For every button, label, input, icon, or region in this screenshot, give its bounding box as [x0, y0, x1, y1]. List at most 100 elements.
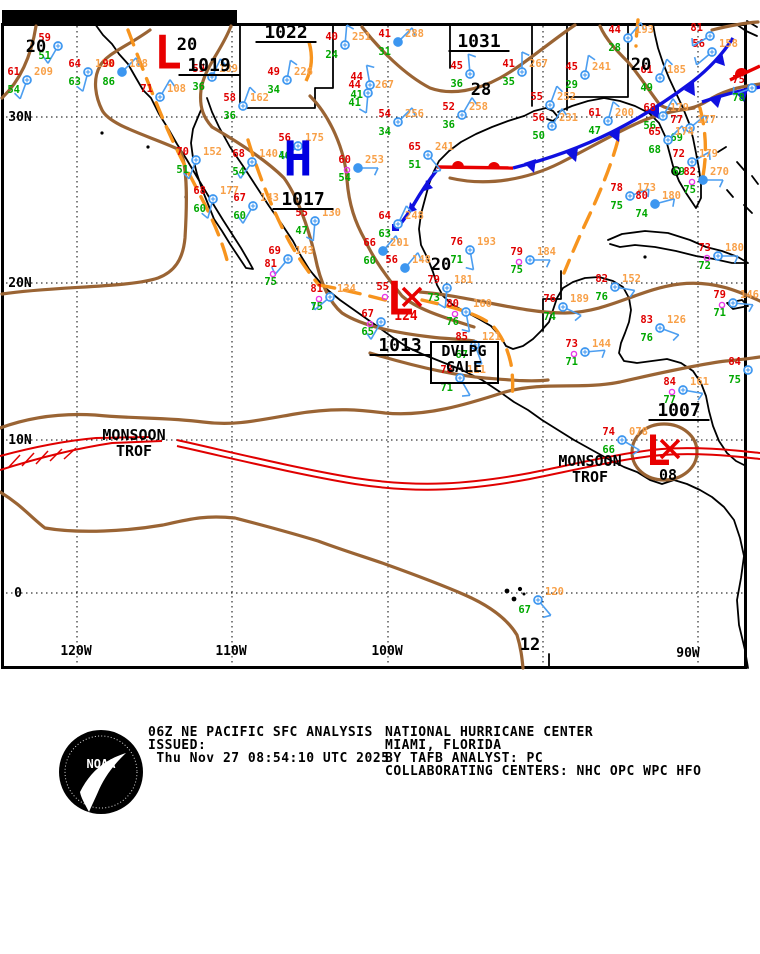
lon-label: 90W [676, 646, 700, 661]
station-dewpoint: 72 [698, 260, 711, 272]
wind-barb-tick [249, 86, 257, 94]
state-borders [239, 23, 629, 111]
issuance-block: 06Z NE PACIFIC SFC ANALYSIS NATIONAL HUR… [0, 726, 760, 830]
station-temp: 71 [140, 83, 153, 95]
wind-barb-tick [305, 236, 314, 242]
isobar-label: 28 [471, 80, 491, 100]
wind-barb-tick [235, 171, 242, 179]
wind-barb-tick [365, 332, 372, 340]
station-dewpoint: 54 [232, 166, 245, 178]
wind-barb-tick [732, 86, 735, 95]
wind-barb-tick [542, 614, 552, 619]
wind-barb-tick [748, 304, 754, 313]
station-pressure: 111 [467, 364, 486, 376]
coast-cuba [607, 230, 749, 264]
station-pressure: 179 [699, 148, 718, 160]
station-dewpoint: 74 [543, 311, 556, 323]
wind-barb-tick [465, 266, 474, 271]
isobar-label: 20 [177, 35, 197, 55]
station-pressure: 231 [559, 112, 578, 124]
station-dewpoint: 47 [295, 225, 308, 237]
annotation-text: MONSOON [102, 426, 165, 444]
wind-barb-tick [691, 37, 694, 47]
station-temp: 78 [440, 364, 453, 376]
station-circle [353, 163, 363, 173]
weather-symbol [451, 310, 459, 318]
wind-barb-tick [574, 314, 582, 322]
station-temp: 52 [442, 101, 455, 113]
wind-barb-tick [437, 303, 446, 309]
wind-barb-tick [704, 114, 709, 124]
gale-warning-box [430, 341, 499, 384]
station-pressure: 201 [390, 237, 409, 249]
svg-text:NOAA: NOAA [87, 757, 117, 771]
station-pressure: 288 [405, 28, 424, 40]
station-temp: 45 [450, 60, 463, 72]
station-dewpoint: 65 [361, 326, 374, 338]
station-dewpoint: 77 [663, 394, 676, 406]
center-name: NATIONAL HURRICANE CENTER [385, 725, 594, 740]
station-pressure: 162 [250, 92, 269, 104]
station-temp: 68 [232, 148, 245, 160]
collab-line: COLLABORATING CENTERS: NHC OPC WPC HFO [385, 764, 702, 779]
wind-barb-tick [42, 56, 49, 64]
issued-time: Thu Nov 27 08:54:10 UTC 2025 [148, 751, 390, 766]
station-temp: 70 [176, 146, 189, 158]
station-pressure: 180 [725, 242, 744, 254]
warm-front-pips [452, 161, 500, 168]
isobar-label: 1013 [378, 335, 421, 356]
station-temp: 73 [565, 338, 578, 350]
station-pressure: 252 [557, 91, 576, 103]
weather-symbol [269, 270, 277, 278]
monsoon-hatching [7, 447, 77, 469]
station-circle [698, 175, 708, 185]
wind-barb-tick [201, 212, 209, 219]
latlon-grid [6, 26, 743, 666]
station-dewpoint: 74 [635, 208, 648, 220]
station-pressure: 175 [305, 132, 324, 144]
map-frame [1, 23, 747, 669]
weather-symbol [718, 301, 726, 309]
weather-symbol [315, 295, 323, 303]
station-dewpoint: 75 [264, 276, 277, 288]
station-temp: 66 [363, 237, 376, 249]
lon-label: 110W [215, 644, 246, 659]
station-pressure: 152 [622, 273, 641, 285]
station-dewpoint: 75 [310, 301, 323, 313]
station-pressure: 226 [294, 66, 313, 78]
station-dewpoint: 47 [588, 125, 601, 137]
isobars [0, 20, 760, 670]
station-temp: 67 [233, 192, 246, 204]
station-temp: 61 [640, 64, 653, 76]
station-dewpoint: 69 [672, 166, 685, 178]
station-dewpoint: 50 [532, 130, 545, 142]
wind-barb-tick [76, 85, 84, 92]
isobar-label: 1017 [281, 189, 324, 210]
lat-label: 20N [8, 276, 32, 291]
wind-barb-tick [279, 150, 284, 160]
wind-barb-tick [561, 108, 568, 116]
isobar-label: 20 [631, 55, 651, 75]
station-temp: 44 [348, 79, 361, 91]
noaa-logo: NOAA [59, 730, 143, 814]
station-dewpoint: 56 [643, 120, 656, 132]
station-temp: 55 [376, 281, 389, 293]
station-pressure: 184 [537, 246, 556, 258]
station-temp: 68 [193, 185, 206, 197]
station-temp: 79 [510, 246, 523, 258]
station-pressure: 189 [219, 63, 238, 75]
station-temp: 79 [427, 274, 440, 286]
station-dewpoint: 86 [102, 76, 115, 88]
wind-barb-tick [373, 167, 379, 176]
station-pressure: 152 [203, 146, 222, 158]
wind-barb-tick [237, 216, 244, 224]
station-dewpoint: 36 [450, 78, 463, 90]
station-pressure: 248 [405, 210, 424, 222]
station-pressure: 174 [675, 126, 694, 138]
station-dewpoint: 73 [427, 292, 440, 304]
station-temp: 56 [278, 132, 291, 144]
station-pressure: 118 [95, 58, 114, 70]
isobar-label: 12 [520, 635, 540, 655]
station-dewpoint: 63 [378, 228, 391, 240]
station-dewpoint: 76 [640, 332, 653, 344]
